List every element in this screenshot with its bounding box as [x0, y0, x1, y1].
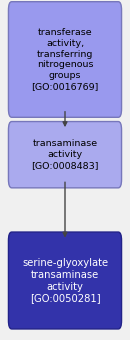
Text: serine-glyoxylate
transaminase
activity
[GO:0050281]: serine-glyoxylate transaminase activity …	[22, 257, 108, 304]
Text: transferase
activity,
transferring
nitrogenous
groups
[GO:0016769]: transferase activity, transferring nitro…	[31, 28, 99, 91]
FancyBboxPatch shape	[8, 2, 122, 117]
FancyBboxPatch shape	[8, 121, 122, 188]
Text: transaminase
activity
[GO:0008483]: transaminase activity [GO:0008483]	[31, 139, 99, 170]
FancyBboxPatch shape	[8, 232, 122, 329]
